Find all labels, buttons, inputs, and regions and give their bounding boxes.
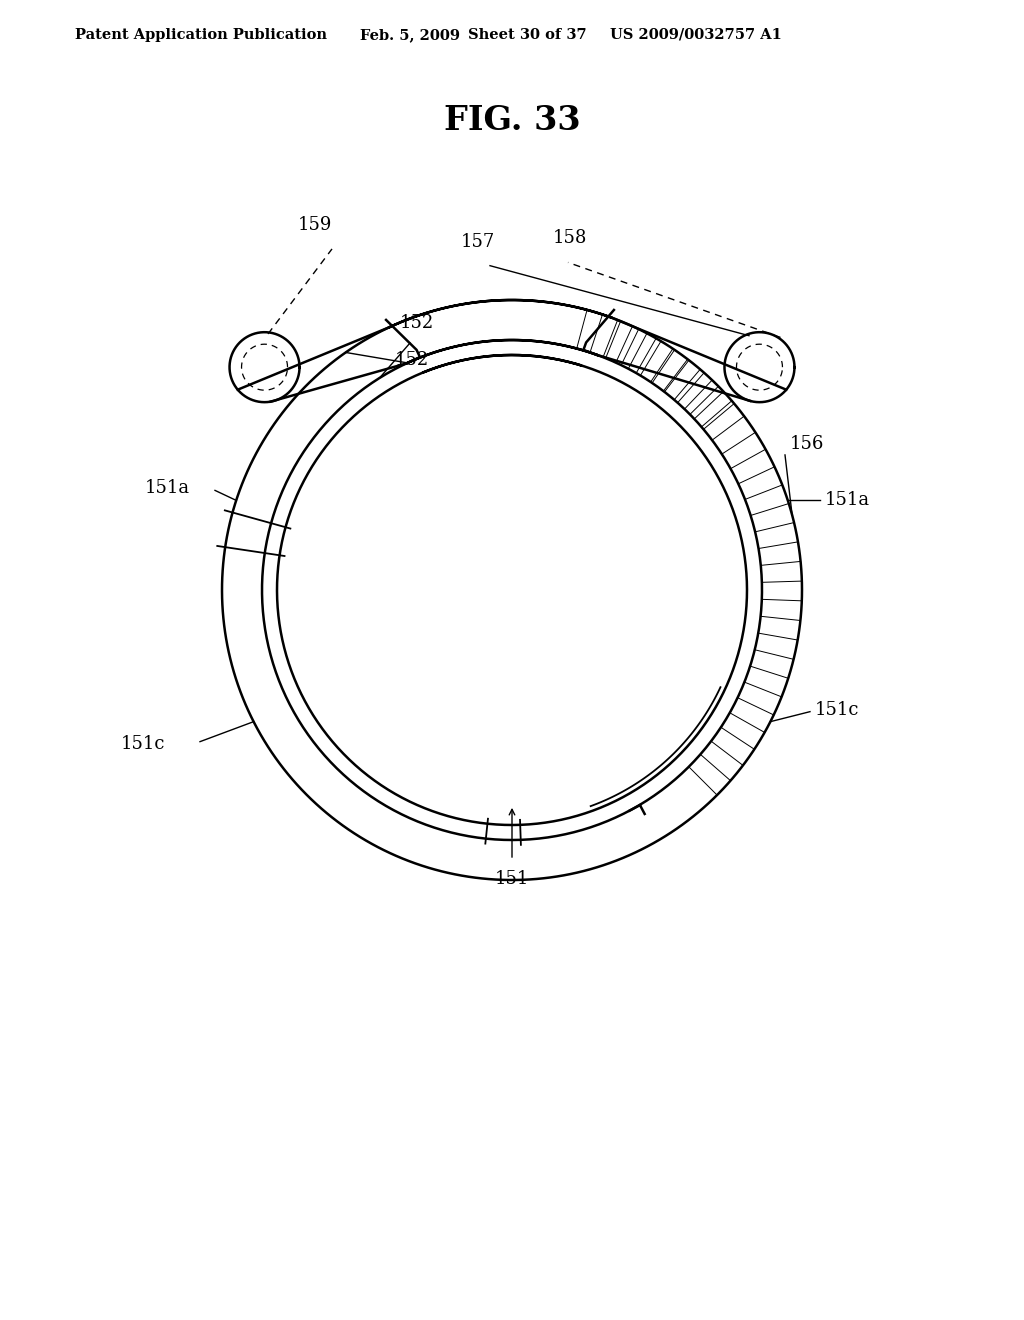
Text: Patent Application Publication: Patent Application Publication [75,28,327,42]
Text: 159: 159 [298,216,332,234]
Text: 151a: 151a [144,479,190,498]
Text: 156: 156 [790,436,824,453]
Text: FIG. 33: FIG. 33 [443,103,581,136]
Text: 157: 157 [461,232,496,251]
Text: 151a: 151a [825,491,870,510]
Text: 151: 151 [495,870,529,888]
Text: 152: 152 [400,314,434,333]
Text: 158: 158 [553,230,587,247]
Text: Feb. 5, 2009: Feb. 5, 2009 [360,28,460,42]
Text: 151c: 151c [815,701,859,718]
Text: 151c: 151c [121,735,165,752]
Text: US 2009/0032757 A1: US 2009/0032757 A1 [610,28,782,42]
Text: 152: 152 [395,351,429,370]
Text: Sheet 30 of 37: Sheet 30 of 37 [468,28,587,42]
